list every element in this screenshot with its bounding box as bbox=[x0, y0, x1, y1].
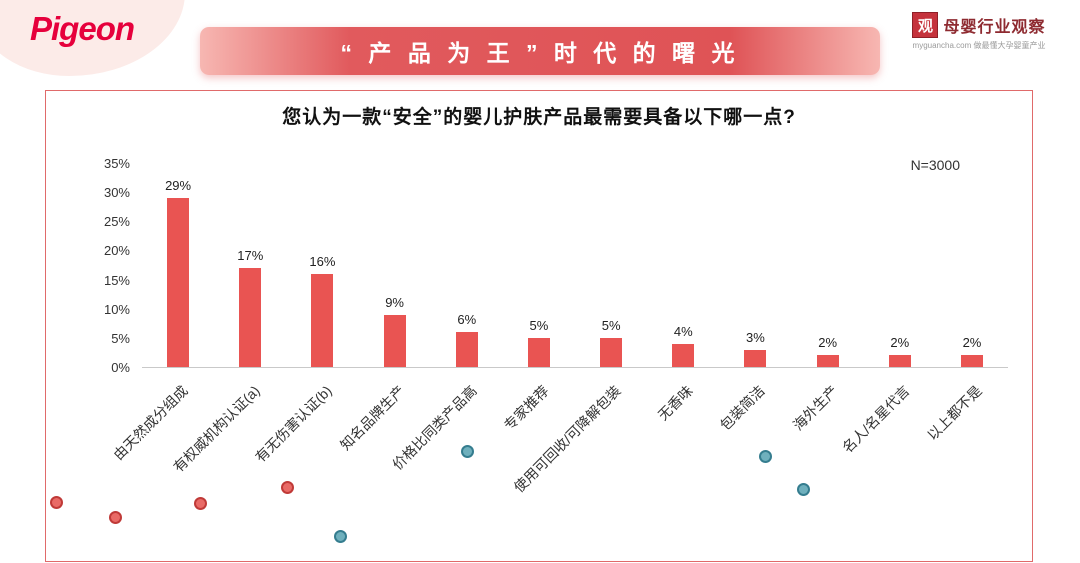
y-axis-tick-label: 5% bbox=[111, 330, 130, 346]
brand-block: 观 母婴行业观察 myguancha.com 做最懂大孕婴童产业 bbox=[894, 12, 1064, 51]
y-axis-tick-label: 15% bbox=[103, 272, 130, 288]
bar bbox=[816, 355, 839, 367]
bar bbox=[527, 337, 550, 367]
x-axis-label: 专家推荐 bbox=[500, 382, 552, 434]
bar-value-label: 9% bbox=[385, 294, 404, 310]
x-axis-label: 以上都不是 bbox=[923, 382, 985, 444]
decor-dot-teal bbox=[334, 530, 347, 543]
decor-dot-teal bbox=[461, 445, 474, 458]
banner: “ 产 品 为 王 ” 时 代 的 曙 光 bbox=[200, 27, 880, 75]
bar-group: 6% 价格比同类产品高 bbox=[389, 163, 503, 473]
chart-title: 您认为一款“安全”的婴儿护肤产品最需要具备以下哪一点? bbox=[282, 107, 796, 128]
bar-value-label: 6% bbox=[457, 312, 477, 328]
brand-tagline: myguancha.com 做最懂大孕婴童产业 bbox=[912, 41, 1046, 50]
bar-value-label: 16% bbox=[309, 253, 336, 269]
bar-group: 2% 以上都不是 bbox=[924, 163, 1008, 443]
bar-value-label: 2% bbox=[818, 335, 838, 351]
bar-group: 3% 包装简洁 bbox=[717, 163, 791, 434]
bar bbox=[672, 343, 695, 367]
bar-value-label: 4% bbox=[673, 323, 693, 339]
brand-stamp-icon: 观 bbox=[912, 12, 939, 38]
x-axis-label: 海外生产 bbox=[789, 382, 841, 434]
bar bbox=[600, 337, 623, 367]
bar-value-label: 5% bbox=[601, 317, 621, 333]
bar-group: 9% 知名品牌生产 bbox=[337, 163, 431, 454]
bar bbox=[888, 355, 911, 367]
decor-dot-teal bbox=[759, 450, 772, 463]
bar-value-label: 3% bbox=[746, 329, 765, 345]
y-axis-tick-label: 35% bbox=[103, 156, 130, 171]
y-axis-tick-label: 0% bbox=[111, 360, 130, 375]
x-axis-label: 无香味 bbox=[655, 382, 697, 424]
bar-group: 5% 专家推荐 bbox=[501, 163, 575, 433]
y-axis-tick-label: 10% bbox=[103, 301, 130, 317]
bar bbox=[311, 273, 334, 367]
decor-dot-red bbox=[194, 497, 207, 510]
bar bbox=[167, 197, 190, 367]
bar-group: 16% 有无伤害认证(b) bbox=[252, 163, 358, 465]
bar-value-label: 2% bbox=[890, 335, 910, 351]
bar bbox=[239, 267, 262, 367]
decor-dot-teal bbox=[797, 483, 810, 496]
bar-group: 4% 无香味 bbox=[647, 163, 719, 424]
banner-title: “ 产 品 为 王 ” 时 代 的 曙 光 bbox=[340, 40, 740, 66]
plot-area: 29% 由天然成分组成 17% 有权威机构认证(a) 16% 有无伤害认证(b) 9% 知名品… bbox=[110, 163, 1008, 496]
bar-group: 5% 使用可回收/可降解包装 bbox=[511, 163, 647, 496]
bar-group: 2% 海外生产 bbox=[789, 163, 864, 433]
decor-dot-red bbox=[281, 481, 294, 494]
y-axis-tick-label: 20% bbox=[103, 243, 130, 259]
bar-value-label: 29% bbox=[165, 177, 192, 193]
bar bbox=[744, 349, 767, 367]
bar bbox=[455, 332, 478, 367]
bar bbox=[383, 314, 406, 367]
bar-value-label: 2% bbox=[962, 335, 982, 351]
bar-value-label: 17% bbox=[237, 247, 264, 263]
brand-name: 母婴行业观察 bbox=[943, 19, 1046, 36]
x-axis-label: 知名品牌生产 bbox=[336, 382, 408, 454]
y-axis-tick-label: 25% bbox=[103, 214, 130, 230]
chart-panel: 您认为一款“安全”的婴儿护肤产品最需要具备以下哪一点? N=3000 0% 5% 1… bbox=[45, 90, 1033, 562]
decor-dot-red bbox=[109, 511, 122, 524]
bar-group: 29% 由天然成分组成 bbox=[110, 163, 214, 463]
y-axis-tick-label: 30% bbox=[103, 185, 130, 201]
x-axis-label: 包装简洁 bbox=[717, 382, 769, 434]
bar-group: 17% 有权威机构认证(a) bbox=[170, 163, 286, 475]
x-axis-label: 名人/名星代言 bbox=[839, 382, 913, 456]
sample-size-label: N=3000 bbox=[910, 157, 960, 173]
decor-dot-red bbox=[50, 496, 63, 509]
pigeon-logo: Pigeon bbox=[30, 10, 135, 47]
bar-group: 2% 名人/名星代言 bbox=[839, 163, 936, 456]
bar-value-label: 5% bbox=[529, 317, 549, 333]
bar bbox=[960, 355, 983, 367]
